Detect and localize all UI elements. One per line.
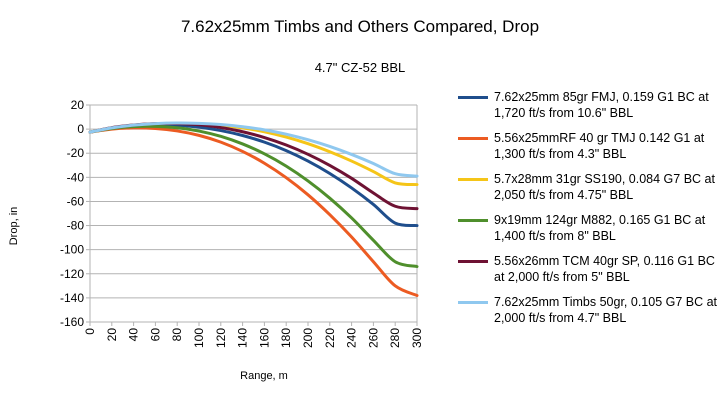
legend-item: 9x19mm 124gr M882, 0.165 G1 BC at 1,400 …: [458, 211, 720, 252]
x-tick-label: 20: [105, 328, 119, 342]
x-tick-label: 180: [279, 328, 293, 348]
legend-item: 7.62x25mm Timbs 50gr, 0.105 G7 BC at 2,0…: [458, 293, 720, 334]
y-tick-label: -120: [60, 267, 84, 281]
legend-swatch: [458, 178, 488, 181]
series-line-5: [88, 121, 419, 211]
x-tick-label: 140: [236, 328, 250, 348]
legend-swatch: [458, 96, 488, 99]
series-line-3: [88, 121, 419, 187]
legend-swatch: [458, 301, 488, 304]
series-line-4: [88, 124, 419, 269]
x-axis-label: Range, m: [240, 370, 288, 382]
chart-title: 7.62x25mm Timbs and Others Compared, Dro…: [180, 17, 540, 36]
x-tick-label: 60: [148, 328, 162, 342]
series-line-6: [88, 121, 419, 178]
legend-swatch: [458, 260, 488, 263]
legend-label: 5.56x25mmRF 40 gr TMJ 0.142 G1 at 1,300 …: [494, 131, 705, 161]
x-tick-label: 240: [345, 328, 359, 348]
legend-label: 5.7x28mm 31gr SS190, 0.084 G7 BC at 2,05…: [494, 172, 715, 202]
legend-item: 5.56x25mmRF 40 gr TMJ 0.142 G1 at 1,300 …: [458, 129, 720, 170]
y-tick-label: -20: [67, 146, 85, 160]
y-tick-label: -80: [67, 219, 85, 233]
legend-swatch: [458, 137, 488, 140]
y-tick-label: 20: [71, 98, 85, 112]
x-tick-label: 0: [83, 328, 97, 335]
y-tick-label: -160: [60, 315, 84, 329]
x-tick-label: 120: [214, 328, 228, 348]
x-tick-label: 80: [170, 328, 184, 342]
series-line-2: [88, 126, 419, 297]
x-tick-label: 160: [257, 328, 271, 348]
x-tick-label: 300: [410, 328, 424, 348]
legend-label: 5.56x26mm TCM 40gr SP, 0.116 G1 BC at 2,…: [494, 254, 715, 284]
legend-item: 5.56x26mm TCM 40gr SP, 0.116 G1 BC at 2,…: [458, 252, 720, 293]
x-tick-label: 200: [301, 328, 315, 348]
x-tick-label: 40: [127, 328, 141, 342]
legend-item: 7.62x25mm 85gr FMJ, 0.159 G1 BC at 1,720…: [458, 88, 720, 129]
x-tick-label: 260: [366, 328, 380, 348]
legend-item: 5.7x28mm 31gr SS190, 0.084 G7 BC at 2,05…: [458, 170, 720, 211]
legend: 7.62x25mm 85gr FMJ, 0.159 G1 BC at 1,720…: [458, 88, 720, 334]
legend-label: 7.62x25mm Timbs 50gr, 0.105 G7 BC at 2,0…: [494, 295, 718, 325]
legend-label: 7.62x25mm 85gr FMJ, 0.159 G1 BC at 1,720…: [494, 90, 709, 120]
legend-swatch: [458, 219, 488, 222]
x-tick-label: 100: [192, 328, 206, 348]
y-tick-label: -100: [60, 243, 84, 257]
y-tick-label: -60: [67, 194, 85, 208]
y-tick-label: -140: [60, 291, 84, 305]
x-tick-label: 220: [323, 328, 337, 348]
chart-subtitle: 4.7" CZ-52 BBL: [314, 60, 406, 75]
x-tick-label: 280: [388, 328, 402, 348]
legend-label: 9x19mm 124gr M882, 0.165 G1 BC at 1,400 …: [494, 213, 706, 243]
y-tick-label: -40: [67, 170, 85, 184]
series-line-1: [88, 123, 419, 228]
y-tick-label: 0: [77, 122, 84, 136]
